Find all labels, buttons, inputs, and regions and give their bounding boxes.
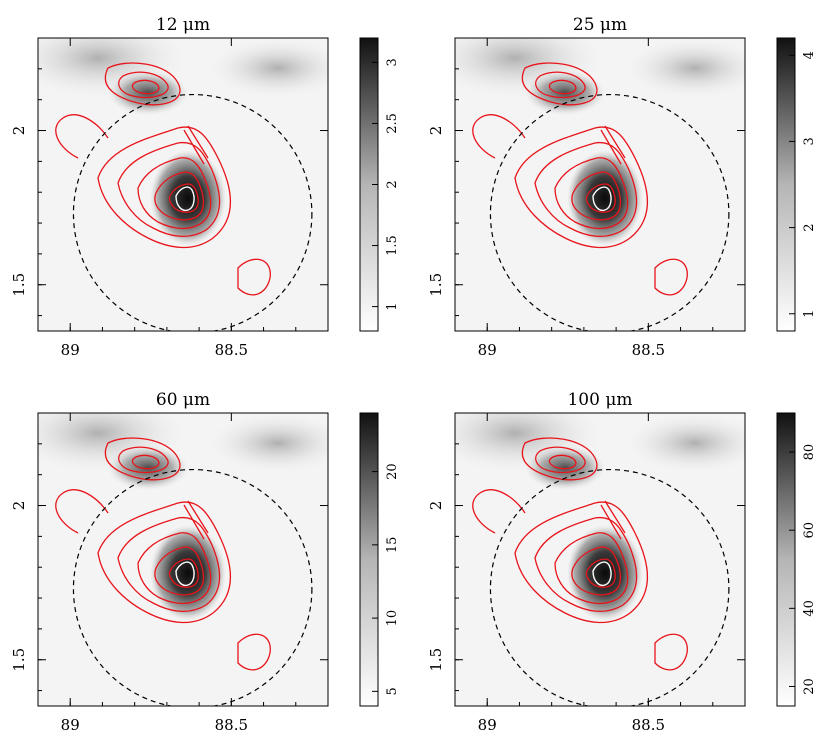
north-source (525, 71, 605, 115)
colorbar (776, 37, 796, 332)
colorbar-tick-label: 2.5 (385, 113, 400, 134)
colorbar-tick-label: 2 (385, 180, 400, 188)
y-tick-label: 2 (427, 501, 445, 511)
haze-patch (625, 413, 745, 473)
x-tick-label: 88.5 (215, 716, 248, 734)
image-content (455, 38, 745, 331)
x-tick-label: 89 (478, 341, 497, 359)
plot-frame (37, 412, 329, 707)
y-tick-label: 1.5 (427, 273, 445, 297)
x-tick-label: 89 (478, 716, 497, 734)
colorbar-tick-label: 1 (385, 302, 400, 310)
core-source (567, 525, 643, 621)
panel-title: 25 μm (573, 15, 627, 35)
colorbar-tick-label: 20 (802, 678, 817, 695)
x-tick-label: 88.5 (632, 716, 665, 734)
colorbar-tick-label: 15 (385, 537, 400, 554)
x-tick-label: 88.5 (632, 341, 665, 359)
colorbar-tick-label: 40 (802, 600, 817, 617)
colorbar-tick-label: 2 (802, 223, 817, 231)
north-source (108, 446, 188, 490)
core-source (567, 150, 643, 246)
core-source (150, 150, 226, 246)
core-source (150, 525, 226, 621)
y-tick-label: 1.5 (427, 648, 445, 672)
y-tick-label: 2 (10, 126, 28, 136)
y-tick-label: 1.5 (10, 648, 28, 672)
colorbar-tick-label: 5 (385, 687, 400, 695)
colorbar-tick-label: 4 (802, 51, 817, 59)
colorbar (776, 412, 796, 707)
plot-frame (37, 37, 329, 332)
beam-circle (489, 94, 730, 331)
plot-frame (454, 37, 746, 332)
plot-frame (454, 412, 746, 707)
panel-p60: 60 μm 89 88.5 2 1.5 5 10 15 20 (10, 390, 400, 734)
x-tick-label: 88.5 (215, 341, 248, 359)
colorbar-tick-label: 3 (385, 58, 400, 66)
beam-circle (489, 469, 730, 706)
panel-title: 100 μm (567, 390, 632, 410)
colorbar (359, 412, 379, 707)
haze-patch (625, 38, 745, 98)
image-content (455, 413, 745, 706)
colorbar-tick-label: 3 (802, 137, 817, 145)
colorbar-tick-label: 10 (385, 610, 400, 627)
haze-patch (208, 413, 328, 473)
x-tick-label: 89 (61, 716, 80, 734)
colorbar-tick-label: 60 (802, 522, 817, 539)
colorbar-tick-label: 80 (802, 444, 817, 461)
panel-title: 12 μm (156, 15, 210, 35)
image-content (38, 38, 328, 331)
x-tick-label: 89 (61, 341, 80, 359)
panel-title: 60 μm (156, 390, 210, 410)
beam-circle (72, 469, 313, 706)
colorbar-tick-label: 1 (802, 310, 817, 318)
panel-p100: 100 μm 89 88.5 2 1.5 20 40 60 80 (427, 390, 817, 734)
haze-patch (208, 38, 328, 98)
image-content (38, 413, 328, 706)
panel-p12: 12 μm 89 88.5 2 1.5 1 1.5 2 2.5 3 (10, 15, 400, 359)
y-tick-label: 2 (427, 126, 445, 136)
colorbar-tick-label: 1.5 (385, 235, 400, 256)
panel-p25: 25 μm 89 88.5 2 1.5 1 2 3 4 (427, 15, 817, 359)
beam-circle (72, 94, 313, 331)
y-tick-label: 2 (10, 501, 28, 511)
north-source (525, 446, 605, 490)
colorbar-tick-label: 20 (385, 463, 400, 480)
north-source (108, 71, 188, 115)
y-tick-label: 1.5 (10, 273, 28, 297)
